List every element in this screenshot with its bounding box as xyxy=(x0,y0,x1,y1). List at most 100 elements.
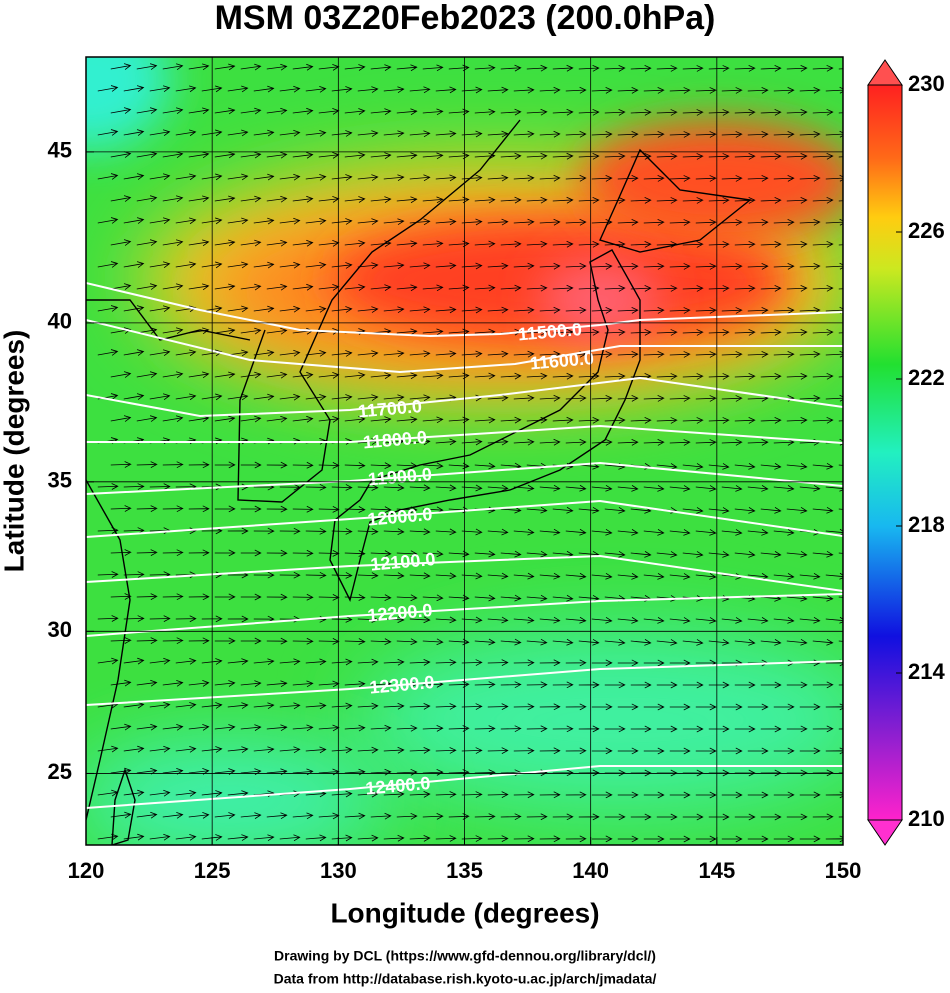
wind-arrow xyxy=(643,835,665,843)
wind-arrow xyxy=(461,130,483,138)
wind-arrow xyxy=(760,507,782,514)
wind-arrow xyxy=(162,195,184,203)
wind-arrow xyxy=(695,351,717,358)
wind-arrow xyxy=(656,769,678,777)
wind-arrow xyxy=(656,109,678,116)
coast-hokkaido xyxy=(599,148,752,253)
wind-arrow xyxy=(227,834,249,841)
wind-arrow xyxy=(474,64,496,72)
wind-arrow xyxy=(292,63,314,71)
wind-arrow xyxy=(500,240,522,248)
wind-arrow xyxy=(812,769,834,777)
wind-arrow xyxy=(97,217,119,224)
wind-arrow xyxy=(695,263,717,270)
wind-arrow xyxy=(188,461,210,469)
wind-arrow xyxy=(838,728,843,730)
wind-arrow xyxy=(292,680,314,688)
wind-arrow xyxy=(292,283,314,291)
wind-arrow xyxy=(669,351,691,358)
wind-arrow xyxy=(409,484,431,492)
wind-arrow xyxy=(435,438,457,446)
wind-arrow xyxy=(539,394,561,402)
wind-arrow xyxy=(357,702,379,710)
wind-arrow xyxy=(136,767,158,775)
wind-arrow xyxy=(786,284,808,292)
wind-arrow xyxy=(812,240,834,248)
wind-arrow xyxy=(799,791,821,799)
wind-arrow xyxy=(539,86,561,94)
x-tick-label: 145 xyxy=(698,858,735,883)
wind-arrow xyxy=(552,328,574,336)
wind-arrow xyxy=(812,196,834,204)
wind-arrow xyxy=(162,415,184,423)
wind-arrow xyxy=(461,438,483,446)
wind-arrow xyxy=(695,131,717,138)
wind-arrow xyxy=(643,87,665,94)
wind-arrow xyxy=(513,350,535,358)
wind-arrow xyxy=(370,638,392,645)
wind-arrow xyxy=(383,262,405,270)
wind-arrow xyxy=(435,218,457,226)
wind-arrow xyxy=(175,789,197,797)
wind-arrow xyxy=(422,152,444,160)
wind-arrow xyxy=(786,638,808,646)
wind-arrow xyxy=(240,239,262,247)
wind-arrow xyxy=(422,328,444,336)
wind-arrow xyxy=(97,305,119,312)
wind-arrow xyxy=(188,637,210,645)
y-tick-label: 40 xyxy=(48,309,72,334)
wind-arrow xyxy=(760,285,782,292)
wind-arrow xyxy=(136,811,158,819)
wind-arrow xyxy=(461,835,483,842)
wind-arrow xyxy=(812,594,834,602)
wind-arrow xyxy=(773,131,795,138)
wind-arrow xyxy=(513,394,535,402)
wind-arrow xyxy=(786,550,808,558)
wind-arrow xyxy=(357,262,379,269)
wind-arrow xyxy=(344,680,366,688)
wind-arrow xyxy=(331,350,353,357)
wind-arrow xyxy=(604,329,626,336)
wind-arrow xyxy=(591,174,613,182)
wind-arrow xyxy=(838,420,843,422)
wind-arrow xyxy=(799,616,821,624)
wind-arrow xyxy=(734,373,756,380)
wind-arrow xyxy=(331,218,353,225)
wind-arrow xyxy=(409,572,431,580)
wind-arrow xyxy=(357,394,379,401)
wind-arrow xyxy=(786,681,808,689)
wind-arrow xyxy=(357,572,379,579)
wind-arrow xyxy=(149,615,171,622)
wind-arrow xyxy=(786,328,808,336)
wind-arrow xyxy=(682,153,704,160)
wind-arrow xyxy=(409,616,431,624)
footer-line: Data from http://database.rish.kyoto-u.a… xyxy=(274,971,657,987)
wind-arrow xyxy=(331,130,353,137)
wind-arrow xyxy=(123,483,145,490)
wind-arrow xyxy=(708,197,730,204)
colorbar-tick-label: 214 xyxy=(908,659,945,684)
wind-arrow xyxy=(435,528,457,536)
wind-arrow xyxy=(396,284,418,292)
wind-arrow xyxy=(266,107,288,115)
wind-arrow xyxy=(734,463,756,470)
wind-arrow xyxy=(721,263,743,270)
wind-arrow xyxy=(526,284,548,292)
wind-arrow xyxy=(734,65,756,72)
wind-arrow xyxy=(227,702,249,709)
wind-arrow xyxy=(656,65,678,72)
wind-arrow xyxy=(500,108,522,116)
wind-arrow xyxy=(500,725,522,733)
wind-arrow xyxy=(123,349,145,356)
wind-arrow xyxy=(422,462,444,470)
wind-arrow xyxy=(838,816,843,818)
wind-arrow xyxy=(110,461,132,468)
wind-arrow xyxy=(708,463,730,470)
wind-arrow xyxy=(214,63,236,71)
wind-arrow xyxy=(110,593,132,600)
wind-arrow xyxy=(721,439,743,446)
wind-arrow xyxy=(240,63,262,71)
wind-arrow xyxy=(760,639,782,646)
wind-arrow xyxy=(708,813,730,821)
wind-arrow xyxy=(305,85,327,93)
